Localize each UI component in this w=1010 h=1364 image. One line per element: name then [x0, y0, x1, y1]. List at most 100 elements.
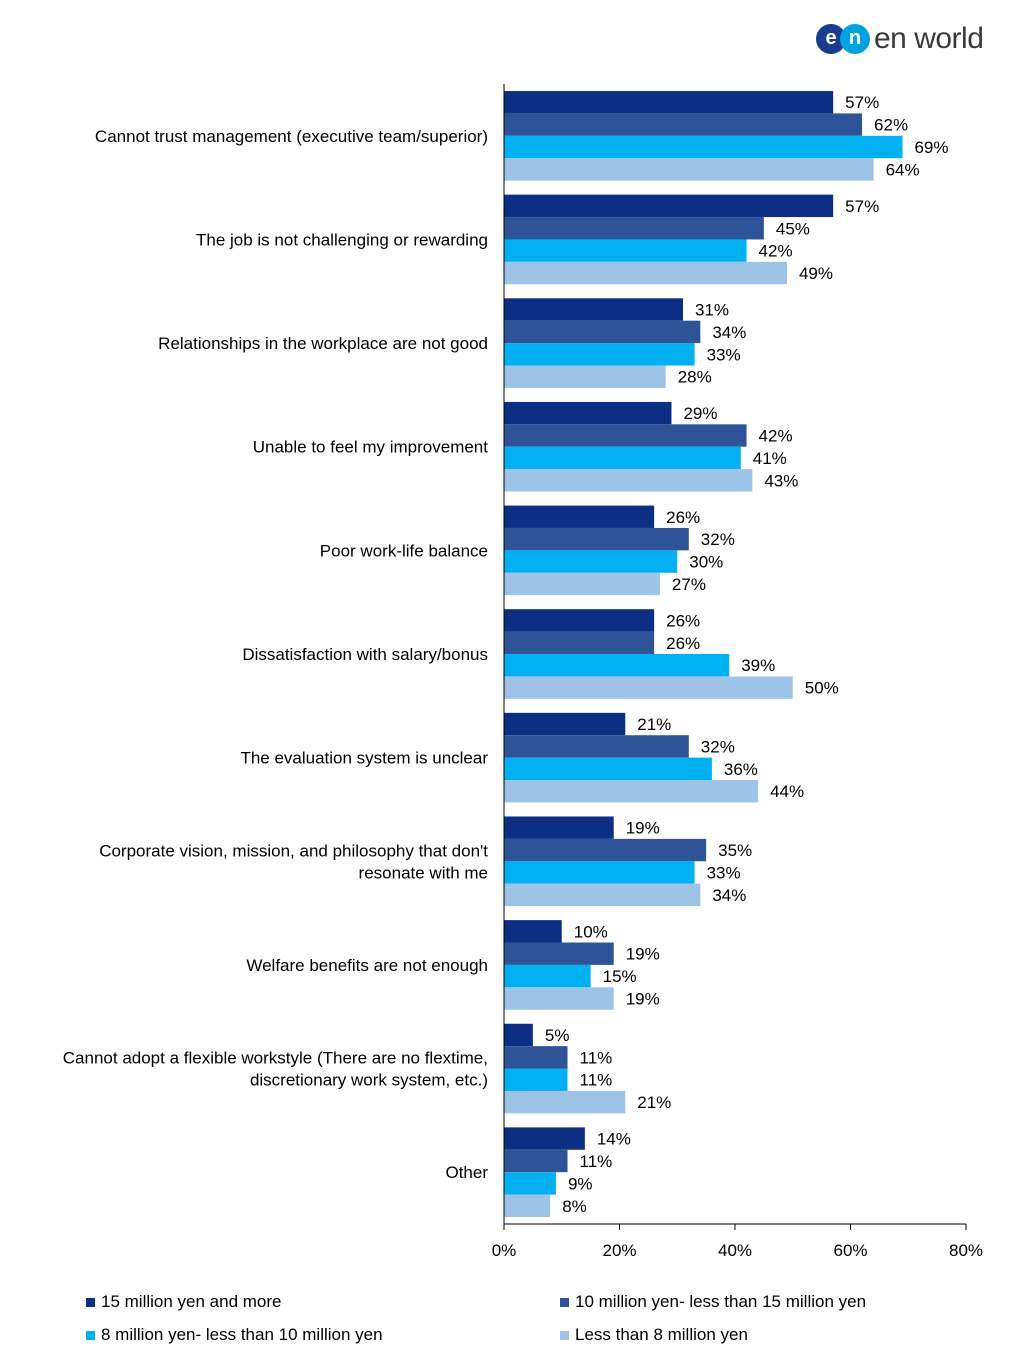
data-label: 26% [666, 634, 700, 653]
category-label: Unable to feel my improvement [253, 438, 489, 457]
category-label: The evaluation system is unclear [240, 749, 488, 768]
legend-swatch [86, 1330, 95, 1340]
data-label: 26% [666, 611, 700, 630]
data-label: 8% [562, 1197, 587, 1216]
bar [504, 365, 666, 388]
bar [504, 609, 655, 632]
bar [504, 239, 747, 262]
bar [504, 194, 834, 218]
data-label: 64% [886, 160, 920, 179]
category-label: Other [445, 1163, 488, 1182]
data-label: 42% [759, 427, 793, 446]
category-label: Relationships in the workplace are not g… [158, 334, 488, 353]
bar [504, 424, 747, 447]
data-label: 57% [845, 93, 879, 112]
data-label: 32% [701, 530, 735, 549]
bar [504, 654, 730, 677]
legend-item: 8 million yen- less than 10 million yen [86, 1325, 383, 1345]
bar [504, 861, 695, 884]
bar [504, 298, 684, 321]
bar [504, 527, 689, 551]
x-tick-label: 60% [833, 1241, 867, 1260]
data-label: 36% [724, 760, 758, 779]
bar [504, 550, 678, 573]
bar [504, 261, 787, 285]
bar [504, 572, 660, 596]
bar [504, 343, 695, 366]
data-label: 11% [580, 1152, 613, 1171]
bar [504, 401, 672, 425]
data-label: 14% [597, 1130, 631, 1149]
data-label: 10% [574, 922, 608, 941]
data-label: 30% [689, 553, 723, 572]
data-label: 9% [568, 1174, 593, 1193]
bar [504, 1149, 568, 1173]
data-label: 19% [626, 819, 660, 838]
data-label: 5% [545, 1026, 570, 1045]
data-label: 39% [741, 656, 775, 675]
data-label: 19% [626, 945, 660, 964]
x-tick-label: 40% [718, 1241, 752, 1260]
data-label: 21% [637, 715, 671, 734]
bar [504, 816, 614, 839]
bar [504, 505, 655, 528]
category-label: Cannot trust management (executive team/… [95, 127, 488, 146]
data-label: 33% [707, 863, 741, 882]
data-label: 49% [799, 264, 833, 283]
bar [504, 217, 764, 240]
bar [504, 1068, 568, 1091]
bar [504, 883, 701, 907]
legend-item: 10 million yen- less than 15 million yen [560, 1292, 866, 1312]
data-label: 28% [678, 368, 712, 387]
bar [504, 838, 707, 862]
bar [504, 735, 689, 758]
x-tick-label: 20% [602, 1241, 636, 1260]
bar [504, 1194, 551, 1217]
category-label: The job is not challenging or rewarding [196, 230, 488, 249]
bar [504, 1023, 533, 1047]
data-label: 43% [764, 471, 798, 490]
legend-label: 10 million yen- less than 15 million yen [575, 1292, 867, 1311]
data-label: 11% [580, 1071, 613, 1090]
bar [504, 320, 701, 344]
legend-item: 15 million yen and more [86, 1292, 281, 1312]
category-label: Cannot adopt a flexible workstyle (There… [63, 1049, 488, 1068]
data-label: 11% [580, 1048, 613, 1067]
legend-swatch [560, 1297, 569, 1307]
data-label: 35% [718, 841, 752, 860]
data-label: 34% [712, 323, 746, 342]
bar [504, 113, 863, 136]
legend-swatch [86, 1297, 95, 1307]
data-label: 50% [805, 679, 839, 698]
bar [504, 1046, 568, 1069]
x-tick-label: 80% [949, 1241, 983, 1260]
category-label: Corporate vision, mission, and philosoph… [99, 841, 488, 860]
bar [504, 135, 903, 159]
data-label: 19% [626, 990, 660, 1009]
bar [504, 469, 753, 492]
logo-mark-n: n [840, 24, 870, 54]
data-label: 45% [776, 219, 810, 238]
data-label: 31% [695, 300, 729, 319]
bar [504, 1172, 556, 1195]
data-label: 26% [666, 508, 700, 527]
category-label: Poor work-life balance [320, 541, 488, 560]
data-label: 41% [753, 449, 787, 468]
bar [504, 987, 614, 1010]
data-label: 33% [707, 345, 741, 364]
legend-label: 15 million yen and more [101, 1292, 282, 1311]
bar [504, 780, 759, 803]
data-label: 69% [914, 138, 948, 157]
bar [504, 631, 655, 654]
chart-legend: 15 million yen and more 10 million yen- l… [0, 1284, 1010, 1354]
data-label: 34% [712, 886, 746, 905]
bar [504, 91, 834, 114]
legend-label: 8 million yen- less than 10 million yen [101, 1325, 383, 1344]
data-label: 57% [845, 197, 879, 216]
bar [504, 446, 741, 470]
legend-swatch [560, 1330, 569, 1340]
data-label: 42% [759, 242, 793, 261]
bar [504, 757, 712, 781]
legend-label: Less than 8 million yen [575, 1325, 748, 1344]
bar [504, 158, 874, 181]
